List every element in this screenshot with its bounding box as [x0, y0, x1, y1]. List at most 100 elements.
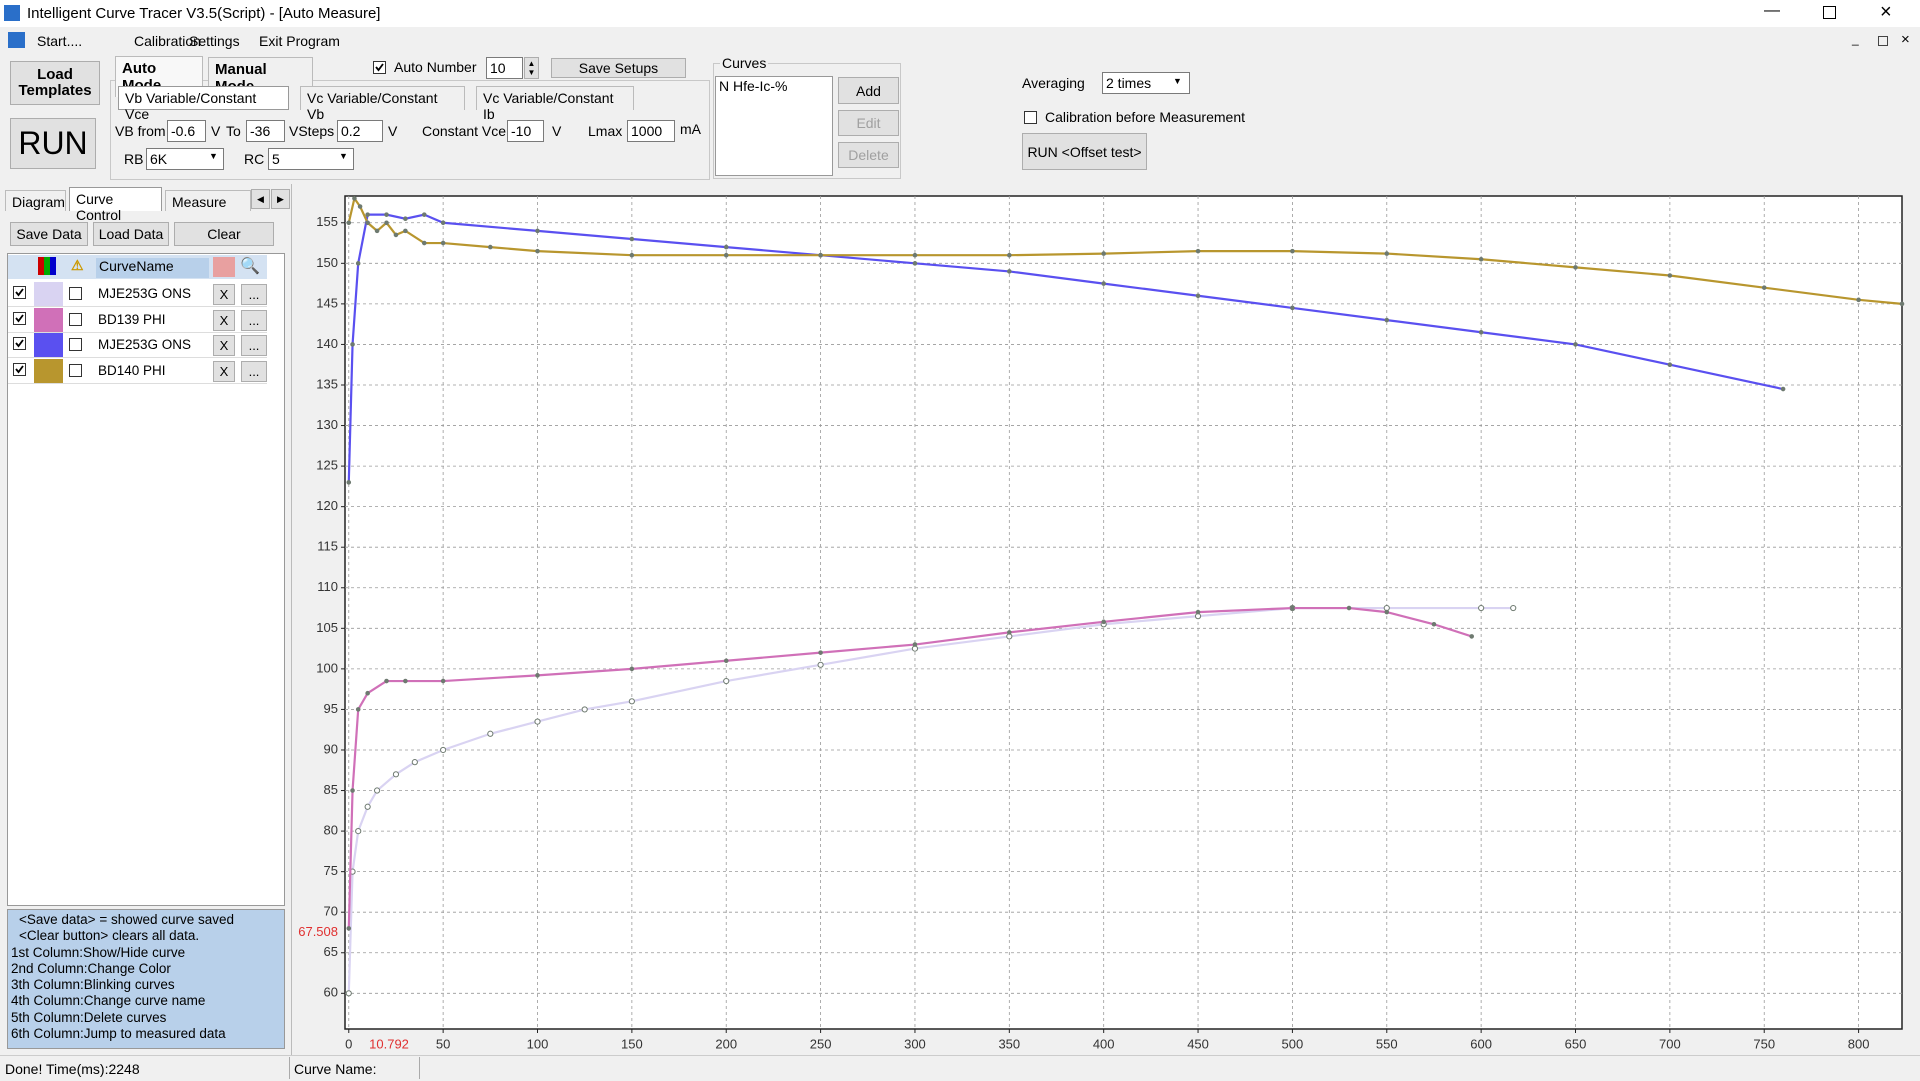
- x-tick-label: 50: [436, 1036, 450, 1051]
- param-input[interactable]: 1000: [627, 120, 675, 142]
- jump-button[interactable]: ...: [241, 361, 267, 383]
- blink-checkbox[interactable]: [69, 287, 82, 300]
- run-button[interactable]: RUN: [10, 118, 96, 169]
- restore[interactable]: [1823, 6, 1836, 19]
- clear-button[interactable]: Clear: [174, 222, 274, 246]
- data-point: [1780, 386, 1786, 392]
- mdi-restore[interactable]: [1878, 36, 1888, 46]
- legend-label[interactable]: BD139 PHI: [98, 311, 166, 327]
- averaging-combo[interactable]: 2 times: [1102, 72, 1190, 94]
- data-point: [488, 244, 493, 250]
- param-input[interactable]: -0.6: [167, 120, 206, 142]
- mdi-min[interactable]: _: [1852, 32, 1859, 46]
- delete-curve-button[interactable]: X: [213, 361, 235, 383]
- delete-curve-button[interactable]: X: [213, 335, 235, 357]
- calibration-checkbox[interactable]: [1024, 111, 1037, 124]
- close[interactable]: ×: [1880, 1, 1892, 23]
- param-input[interactable]: -10: [507, 120, 544, 142]
- x-tick-label: 600: [1470, 1036, 1492, 1051]
- sub-tab[interactable]: Vb Variable/Constant Vce: [118, 86, 289, 122]
- averaging-label: Averaging: [1022, 75, 1085, 91]
- x-tick-label: 250: [810, 1036, 832, 1051]
- panel-tab[interactable]: Curve Control: [69, 187, 162, 223]
- menu-item[interactable]: Exit Program: [259, 33, 340, 49]
- minimize[interactable]: —: [1764, 2, 1780, 19]
- x-tick-label: 350: [998, 1036, 1020, 1051]
- dropdown-arrow[interactable]: ▼: [1173, 76, 1182, 86]
- dropdown-arrow[interactable]: ▼: [209, 151, 218, 161]
- y-tick-label: 135: [316, 376, 338, 391]
- data-point: [393, 232, 399, 238]
- series-line: [347, 606, 1514, 994]
- delete-curve-button[interactable]: X: [213, 309, 235, 331]
- run-offset-button[interactable]: RUN <Offset test>: [1022, 133, 1147, 170]
- unit: mA: [680, 121, 701, 137]
- row-line: [8, 306, 267, 307]
- rb-combo[interactable]: 6K: [146, 148, 224, 170]
- data-point: [1195, 293, 1201, 299]
- y-tick-label: 130: [316, 417, 338, 432]
- menu-item[interactable]: Start....: [37, 33, 83, 49]
- jump-button[interactable]: ...: [241, 335, 267, 357]
- load-templates-button[interactable]: Load Templates: [10, 61, 100, 105]
- data-point: [1478, 256, 1484, 262]
- param-label: To: [226, 123, 241, 139]
- menu-item[interactable]: Settings: [189, 33, 240, 49]
- legend-swatch[interactable]: [34, 333, 63, 358]
- x-tick-label: 0: [345, 1036, 352, 1051]
- cursor-y-label: 67.508: [298, 924, 338, 939]
- param-input[interactable]: -36: [246, 120, 285, 142]
- load-data-button[interactable]: Load Data: [93, 222, 169, 246]
- rc-combo[interactable]: 5: [268, 148, 354, 170]
- param-input[interactable]: 0.2: [337, 120, 383, 142]
- y-tick-label: 75: [324, 863, 338, 878]
- mdi-close[interactable]: ×: [1901, 31, 1910, 48]
- dropdown-arrow[interactable]: ▼: [339, 151, 348, 161]
- tab-scroll-left[interactable]: ◀: [251, 189, 270, 209]
- x-tick-label: 150: [621, 1036, 643, 1051]
- data-point: [403, 228, 408, 234]
- mdi-icon: [8, 32, 25, 48]
- legend-label[interactable]: MJE253G ONS: [98, 286, 192, 301]
- y-tick-label: 110: [317, 579, 338, 594]
- show-checkbox[interactable]: [13, 311, 26, 325]
- panel-tab[interactable]: Diagram: [5, 190, 66, 211]
- blink-checkbox[interactable]: [69, 364, 82, 378]
- data-point: [628, 698, 635, 705]
- legend-swatch[interactable]: [34, 359, 63, 384]
- curve-name-status: Curve Name:: [294, 1061, 377, 1077]
- data-point: [357, 204, 363, 209]
- sub-tab[interactable]: Vc Variable/Constant Ib: [476, 86, 634, 122]
- jump-button[interactable]: ...: [241, 309, 267, 331]
- auto-number-input[interactable]: 10: [486, 57, 523, 79]
- show-checkbox[interactable]: [13, 286, 26, 299]
- spinner[interactable]: ▲ ▼: [524, 57, 539, 79]
- tab-scroll-right[interactable]: ▶: [271, 189, 290, 209]
- legend-label[interactable]: MJE253G ONS: [98, 337, 192, 353]
- data-point: [1761, 285, 1767, 290]
- save-data-button[interactable]: Save Data: [10, 222, 88, 246]
- param-label: Lmax: [588, 123, 623, 139]
- curves-list[interactable]: N Hfe-Ic-%: [715, 76, 833, 176]
- panel-tab[interactable]: Measure Dat: [165, 190, 251, 211]
- jump-button[interactable]: ...: [241, 284, 267, 305]
- auto-number-checkbox[interactable]: [373, 61, 386, 74]
- add-button[interactable]: Add: [838, 77, 899, 104]
- help-line: 2nd Column:Change Color: [11, 960, 171, 976]
- data-point: [1195, 609, 1201, 615]
- delete-curve-button[interactable]: X: [213, 284, 235, 305]
- show-checkbox[interactable]: [13, 363, 26, 377]
- data-point: [365, 212, 370, 217]
- legend-label[interactable]: BD140 PHI: [98, 363, 166, 379]
- sub-tab[interactable]: Vc Variable/Constant Vb: [300, 86, 465, 122]
- blink-checkbox[interactable]: [69, 312, 82, 326]
- y-tick-label: 120: [316, 498, 338, 513]
- data-point: [1290, 248, 1295, 254]
- legend-swatch[interactable]: [34, 282, 63, 306]
- blink-checkbox[interactable]: [69, 338, 82, 352]
- show-checkbox[interactable]: [13, 337, 26, 351]
- color-column-icon: [38, 257, 56, 275]
- menu-item[interactable]: Calibration: [134, 33, 201, 49]
- legend-swatch[interactable]: [34, 307, 63, 332]
- save-setups-button[interactable]: Save Setups: [551, 58, 686, 78]
